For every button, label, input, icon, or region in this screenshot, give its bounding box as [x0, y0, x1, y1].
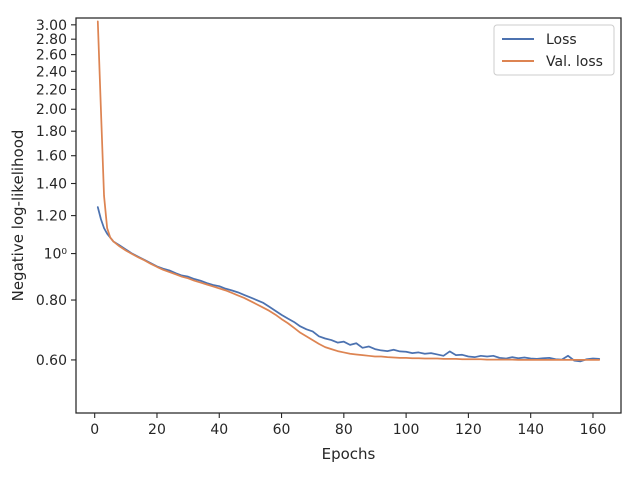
y-tick-label: 1.80	[36, 124, 67, 140]
y-tick-label: 1.40	[36, 177, 67, 193]
y-tick-label: 2.20	[36, 82, 67, 98]
series-layer	[96, 20, 601, 363]
x-tick-label: 160	[580, 422, 607, 438]
x-tick-label: 20	[148, 422, 166, 438]
x-tick-label: 40	[210, 422, 228, 438]
x-axis-label: Epochs	[322, 445, 376, 463]
y-axis-label: Negative log-likelihood	[9, 130, 27, 302]
x-tick-label: 80	[335, 422, 353, 438]
y-tick-label: 2.60	[36, 48, 67, 64]
legend-box	[493, 24, 615, 76]
series-line-val-loss	[96, 20, 601, 361]
x-tick-label: 140	[517, 422, 544, 438]
x-tick-label: 120	[455, 422, 482, 438]
y-tick-label: 2.40	[36, 64, 67, 80]
y-tick-label: 2.00	[36, 102, 67, 118]
legend: Loss Val. loss	[493, 24, 615, 76]
y-tick-label: 1.60	[36, 149, 67, 165]
legend-label-loss: Loss	[546, 32, 577, 48]
legend-label-val-loss: Val. loss	[546, 54, 603, 70]
y-axis: 0.600.8010⁰1.201.401.601.802.002.202.402…	[36, 18, 76, 369]
x-axis: 0 20 40 60 80 100 120 140 160	[90, 413, 606, 438]
y-tick-label: 2.80	[36, 32, 67, 48]
x-tick-label: 100	[393, 422, 420, 438]
series-line-loss	[96, 206, 601, 363]
y-tick-label: 0.60	[36, 353, 67, 369]
y-tick-label: 3.00	[36, 18, 67, 34]
y-tick-label: 1.20	[36, 209, 67, 225]
x-tick-label: 60	[273, 422, 291, 438]
y-tick-label: 10⁰	[44, 247, 68, 263]
x-tick-label: 0	[90, 422, 99, 438]
y-tick-label: 0.80	[36, 293, 67, 309]
